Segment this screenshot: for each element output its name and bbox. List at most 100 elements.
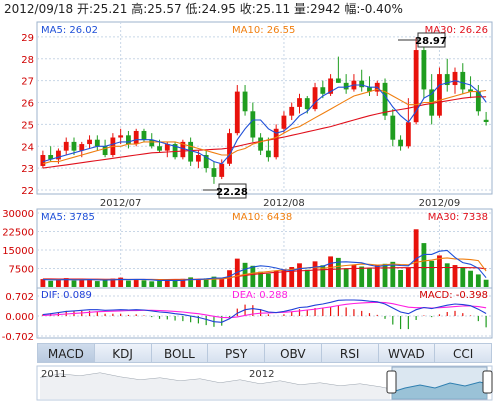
volume-bar (56, 280, 61, 287)
max-price-marker: 28.97 (398, 32, 447, 48)
candle-body (405, 122, 411, 147)
candle-body (211, 168, 217, 177)
header-low: 24.95 (202, 2, 236, 16)
min-price-label: 22.28 (216, 187, 248, 198)
tab-kdj[interactable]: KDJ (94, 343, 152, 363)
candle-body (219, 163, 225, 177)
volume-bar (359, 266, 365, 287)
volume-bar (312, 261, 318, 287)
volume-bar (164, 279, 170, 287)
candle-body (118, 135, 124, 138)
candle-body (297, 98, 302, 107)
volume-bar (219, 277, 225, 287)
candle-body (188, 141, 194, 162)
candle-body (102, 146, 108, 156)
volume-bar (211, 276, 217, 287)
volume-bar (304, 269, 310, 287)
price-y-tick: 27 (21, 77, 34, 88)
candle-body (195, 155, 201, 162)
tab-obv[interactable]: OBV (265, 343, 322, 363)
volume-bar (227, 270, 232, 287)
volume-bar (475, 274, 481, 287)
candle-body (320, 87, 326, 94)
navigator[interactable]: 2011 2012 (36, 365, 493, 401)
candle-body (258, 137, 264, 151)
candle-body (203, 155, 209, 169)
volume-bar (110, 278, 116, 287)
candle-body (180, 141, 186, 158)
macd-y-tick: 0.000 (5, 312, 34, 323)
volume-y-tick: 15000 (2, 246, 34, 257)
macd-dif-legend: DIF: 0.089 (41, 290, 92, 301)
navigator-left-handle[interactable] (386, 370, 397, 394)
volume-bar (94, 281, 100, 287)
price-y-tick: 26 (21, 99, 34, 110)
candle-body (437, 74, 442, 116)
volume-bar (297, 263, 302, 287)
candle-body (328, 78, 334, 94)
macd-y-tick: 0.702 (5, 292, 34, 303)
volume-bar (180, 278, 186, 287)
tab-macd[interactable]: MACD (37, 343, 95, 363)
candle-body (382, 82, 388, 116)
macd-dea-line (42, 301, 487, 319)
price-ma30-legend: MA30: 26.26 (425, 25, 488, 36)
macd-dif-line (42, 299, 487, 323)
candle-body (265, 150, 271, 158)
volume-ma5-line (42, 249, 487, 282)
volume-bar (382, 263, 388, 287)
candle-body (234, 91, 240, 134)
volume-bar (71, 280, 77, 287)
price-ma5-legend: MA5: 26.02 (41, 25, 98, 36)
date-x-tick: 2012/07 (100, 198, 142, 209)
candle-body (71, 141, 77, 151)
tab-psy[interactable]: PSY (208, 343, 265, 363)
macd-y-tick: -0.702 (2, 332, 34, 343)
candle-body (242, 91, 248, 112)
volume-bar (374, 264, 380, 287)
volume-bar (429, 260, 435, 287)
volume-bar (40, 279, 46, 287)
tab-rsi[interactable]: RSI (321, 343, 379, 363)
candle-body (413, 50, 419, 123)
volume-bar (273, 270, 279, 287)
volume-bar (172, 280, 178, 287)
macd-value-legend: MACD: -0.398 (419, 290, 488, 301)
candle-body (141, 130, 147, 140)
tab-wvad[interactable]: WVAD (378, 343, 436, 363)
volume-bar (258, 271, 264, 287)
volume-bar (79, 279, 85, 287)
volume-bar (452, 265, 458, 287)
volume-bar (133, 279, 139, 287)
candle-body (452, 71, 458, 86)
volume-bar (343, 268, 349, 287)
header-change: -0.40% (360, 2, 402, 16)
macd-panel-frame (36, 287, 493, 339)
volume-bar (281, 269, 287, 287)
candle-body (273, 128, 279, 158)
tab-cci[interactable]: CCI (435, 343, 492, 363)
candle-body (149, 139, 155, 147)
candle-body (56, 150, 61, 160)
tab-boll[interactable]: BOLL (151, 343, 209, 363)
max-price-label: 28.97 (415, 36, 447, 47)
candle-body (87, 139, 92, 145)
min-price-marker: 22.28 (203, 183, 248, 199)
navigator-right-handle[interactable] (482, 370, 493, 394)
price-y-tick: 22 (21, 186, 34, 197)
price-y-tick: 23 (21, 164, 34, 175)
volume-bar (444, 263, 450, 287)
volume-ma30-legend: MA30: 7338 (428, 212, 488, 223)
candle-body (460, 71, 466, 90)
volume-bar (126, 280, 131, 287)
volume-bar (157, 280, 162, 287)
volume-bar (468, 270, 473, 287)
volume-bar (265, 273, 271, 287)
candle-body (359, 80, 365, 88)
price-y-tick: 25 (21, 120, 34, 131)
header-volume-label: 量: (294, 2, 310, 16)
header-volume: 2942 (310, 2, 341, 16)
volume-bar (483, 279, 489, 287)
